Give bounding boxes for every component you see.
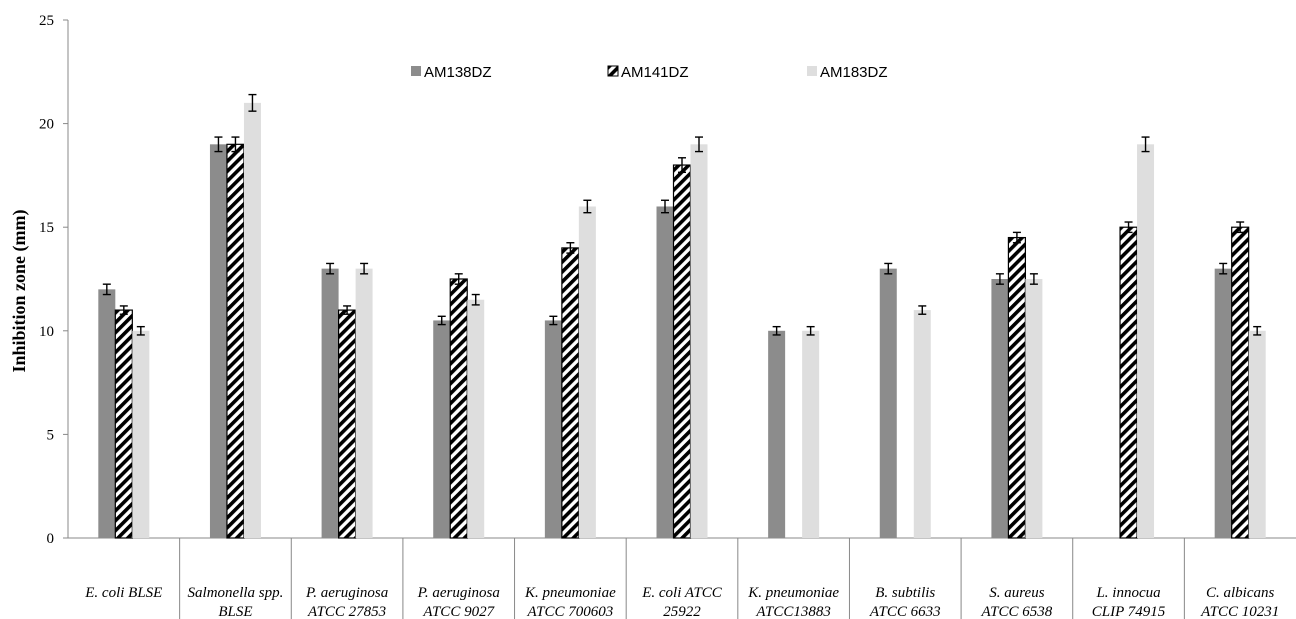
legend-label: AM183DZ (820, 64, 888, 81)
bar-am183dz (1025, 279, 1043, 538)
bar-am141dz (561, 247, 580, 539)
bar-am141dz (1119, 226, 1138, 539)
bar-am183dz (243, 102, 261, 538)
x-tick-label: ATCC 9027 (422, 604, 495, 619)
x-tick-label: ATCC 10231 (1200, 604, 1279, 619)
legend: AM138DZ AM141DZ AM183DZ (411, 64, 888, 81)
x-tick-label: E. coli ATCC (641, 585, 723, 601)
bar-am183dz (913, 310, 931, 538)
bar-am141dz (337, 309, 357, 539)
axes: 0 5 10 15 20 25 Inhibition zone (mm) (9, 13, 1296, 619)
bar-am183dz (467, 299, 485, 538)
bar-am141dz (1007, 236, 1027, 539)
bar-am183dz (132, 330, 150, 538)
bar-am183dz (690, 144, 708, 538)
bar-am138dz (209, 144, 227, 538)
bar-am141dz (114, 309, 133, 539)
bar-am138dz (656, 206, 674, 539)
legend-swatch (807, 66, 817, 76)
y-tick-label: 20 (39, 117, 54, 133)
x-tick-label: ATCC 6538 (981, 604, 1053, 619)
bar-am141dz (1231, 226, 1250, 539)
x-tick-label: B. subtilis (875, 585, 935, 601)
x-tick-label: Salmonella spp. (188, 585, 284, 601)
y-tick-label: 10 (39, 324, 54, 340)
x-tick-label: C. albicans (1206, 585, 1274, 601)
bar-am138dz (991, 279, 1009, 538)
bars (98, 102, 1266, 539)
x-tick-label: ATCC 6633 (869, 604, 941, 619)
bar-am183dz (1137, 144, 1155, 538)
x-tick-label: ATCC 27853 (307, 604, 386, 619)
legend-swatch (411, 66, 421, 76)
x-tick-label: P. aeruginosa (417, 585, 500, 601)
labels: E. coli BLSE Salmonella spp. BLSE P. aerugi… (84, 585, 1279, 619)
y-tick-label: 5 (47, 427, 55, 443)
bar-am183dz (578, 206, 596, 539)
bar-am138dz (321, 268, 339, 538)
legend-label: AM138DZ (424, 64, 492, 81)
x-tick-label: ATCC 700603 (527, 604, 614, 619)
bar-am138dz (768, 330, 786, 538)
x-tick-label: K. pneumoniae (747, 585, 839, 601)
bar-am141dz (226, 143, 245, 539)
x-tick-label: K. pneumoniae (524, 585, 616, 601)
x-tick-label: BLSE (218, 604, 252, 619)
y-tick-label: 0 (47, 531, 55, 547)
bar-am183dz (1248, 330, 1266, 538)
x-tick-label: L. innocua (1095, 585, 1160, 601)
x-tick-label: ATCC13883 (755, 604, 830, 619)
x-tick-label: P. aeruginosa (305, 585, 388, 601)
bar-am138dz (879, 268, 897, 538)
error-bars (102, 93, 1262, 336)
bar-am183dz (355, 268, 373, 538)
bar-am141dz (672, 164, 692, 539)
bar-am138dz (433, 320, 451, 538)
x-tick-label: S. aureus (989, 585, 1044, 601)
bar-am183dz (802, 330, 820, 538)
bar-am138dz (1214, 268, 1232, 538)
legend-swatch (607, 65, 619, 77)
x-tick-label: E. coli BLSE (84, 585, 162, 601)
bar-am138dz (98, 289, 116, 538)
y-tick-label: 25 (39, 13, 54, 29)
bar-am138dz (544, 320, 562, 538)
x-tick-label: CLIP 74915 (1092, 604, 1166, 619)
legend-label: AM141DZ (621, 64, 689, 81)
x-tick-label: 25922 (663, 604, 701, 619)
y-tick-label: 15 (39, 220, 54, 236)
bar-am141dz (449, 278, 468, 539)
y-axis-title: Inhibition zone (mm) (9, 209, 30, 372)
